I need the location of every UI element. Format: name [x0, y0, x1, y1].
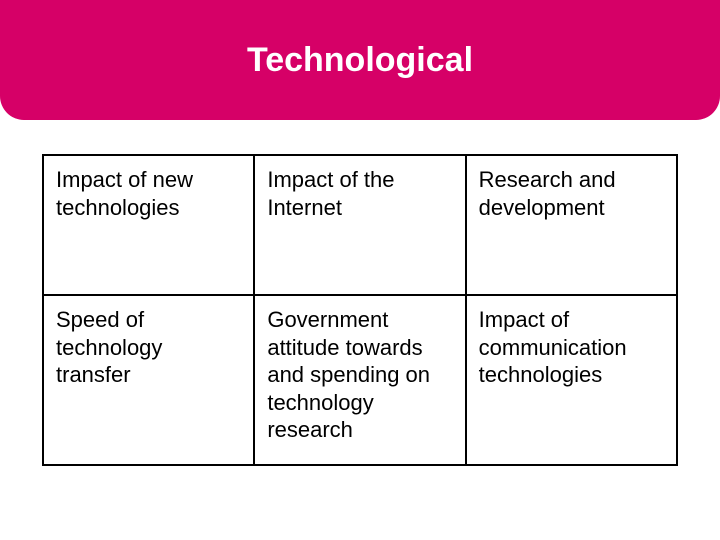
table-cell: Government attitude towards and spending… [254, 295, 465, 465]
table-cell: Impact of communication technologies [466, 295, 677, 465]
table-cell: Speed of technology transfer [43, 295, 254, 465]
slide-header: Technological [0, 0, 720, 120]
table-row: Speed of technology transfer Government … [43, 295, 677, 465]
table-cell: Research and development [466, 155, 677, 295]
table-container: Impact of new technologies Impact of the… [0, 120, 720, 466]
table-row: Impact of new technologies Impact of the… [43, 155, 677, 295]
table-cell: Impact of new technologies [43, 155, 254, 295]
slide-title: Technological [247, 41, 473, 80]
table-cell: Impact of the Internet [254, 155, 465, 295]
factors-table: Impact of new technologies Impact of the… [42, 154, 678, 466]
